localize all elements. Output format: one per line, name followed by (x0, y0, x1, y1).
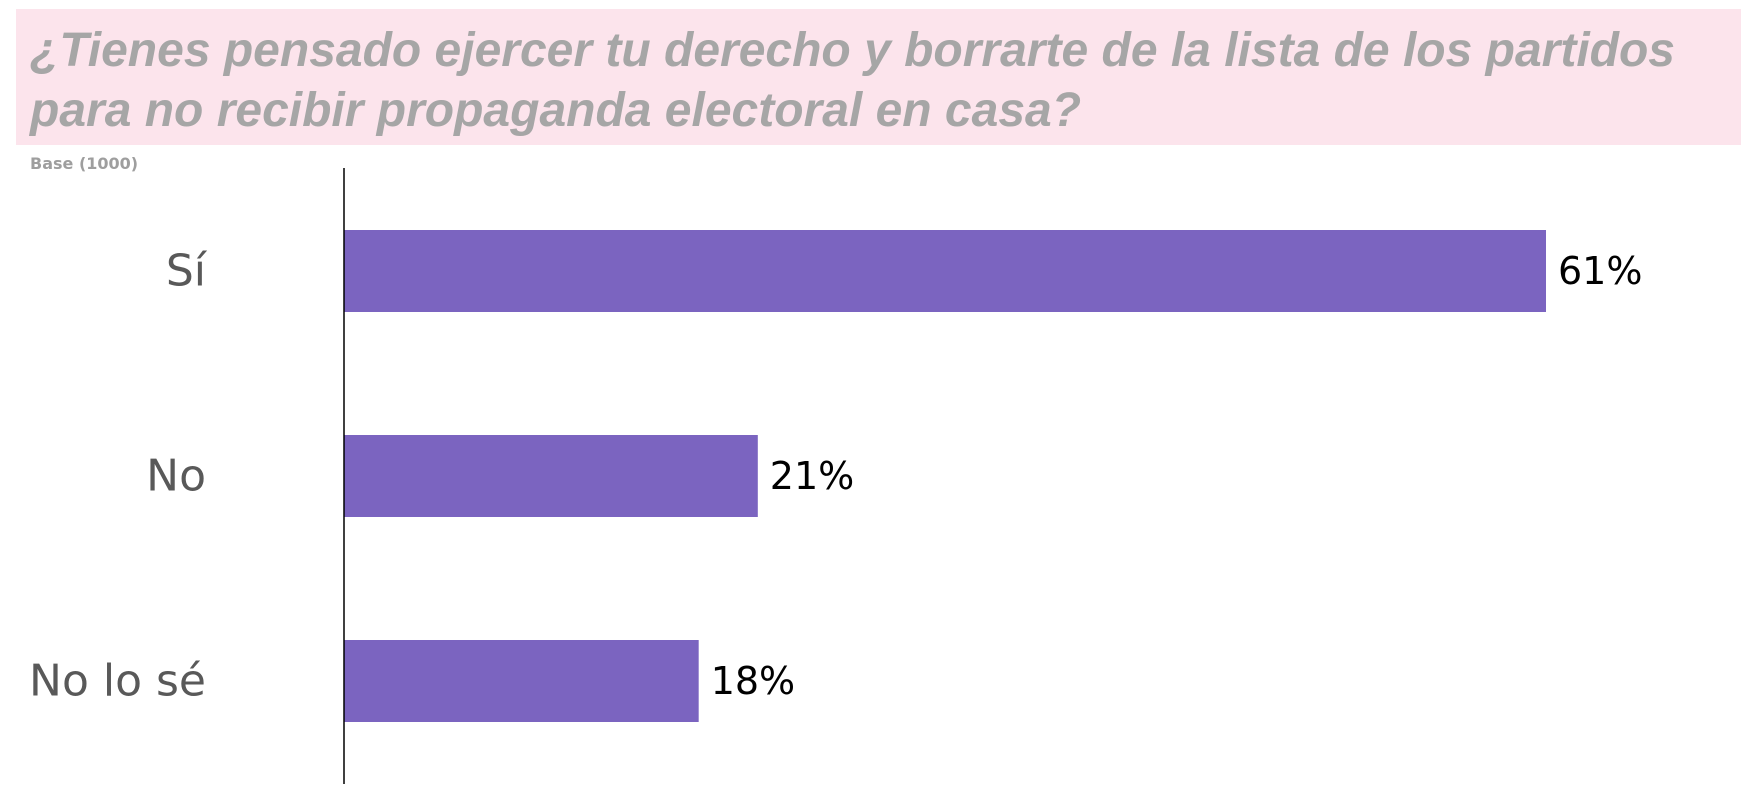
base-note: Base (1000) (30, 154, 139, 173)
value-label-si: 61% (1558, 249, 1642, 293)
category-label-no-lo-se: No lo sé (29, 656, 206, 707)
category-label-no: No (146, 451, 206, 502)
bar-si (344, 230, 1546, 312)
value-label-no-lo-se: 18% (711, 659, 795, 703)
bar-no (344, 435, 758, 517)
title-banner: ¿Tienes pensado ejercer tu derecho y bor… (16, 9, 1741, 145)
chart-title: ¿Tienes pensado ejercer tu derecho y bor… (30, 24, 1675, 137)
category-label-si: Sí (166, 246, 208, 297)
bar-no-lo-se (344, 640, 699, 722)
value-label-no: 21% (770, 454, 854, 498)
bars-layer: Sí 61% No 21% No lo sé 18% (29, 230, 1642, 722)
